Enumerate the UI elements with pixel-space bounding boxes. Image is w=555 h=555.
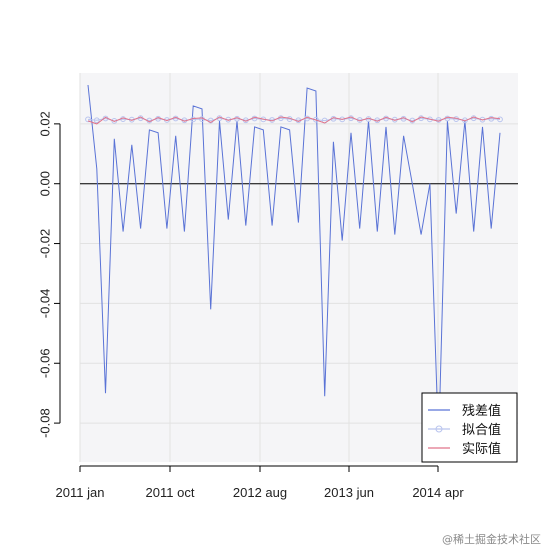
- y-tick-label: -0.08: [37, 408, 52, 438]
- series-layer: [85, 84, 503, 445]
- legend-label: 残差值: [462, 403, 501, 418]
- legend-label: 实际值: [462, 441, 501, 456]
- series-point-1: [85, 116, 91, 123]
- y-tick-label: -0.06: [37, 348, 52, 378]
- y-tick-label: 0.00: [37, 171, 52, 196]
- series-point-1: [497, 116, 503, 123]
- y-tick-label: -0.04: [37, 289, 52, 319]
- watermark: @稀土掘金技术社区: [442, 533, 541, 546]
- x-axis: 2011 jan 2011 oct 2012 aug 2013 jun 2014 apr: [56, 465, 464, 500]
- legend-marker: [435, 425, 443, 433]
- series-point-1: [93, 117, 100, 124]
- x-tick-label: 2011 oct: [146, 485, 195, 500]
- x-tick-label: 2011 jan: [56, 485, 105, 500]
- series-point-1: [488, 115, 495, 122]
- x-tick-label: 2013 jun: [324, 485, 374, 500]
- legend-label: 拟合值: [462, 422, 501, 437]
- series-line-2: [87, 116, 501, 125]
- y-tick-label: 0.02: [37, 111, 52, 136]
- legend-box: [421, 392, 518, 463]
- y-axis: 0.02 0.00 -0.02 -0.04 -0.06 -0.08: [37, 111, 61, 438]
- series-line-0: [87, 84, 501, 445]
- x-tick-label: 2012 aug: [233, 485, 287, 500]
- y-tick-label: -0.02: [37, 229, 52, 259]
- x-tick-label: 2014 apr: [412, 485, 464, 500]
